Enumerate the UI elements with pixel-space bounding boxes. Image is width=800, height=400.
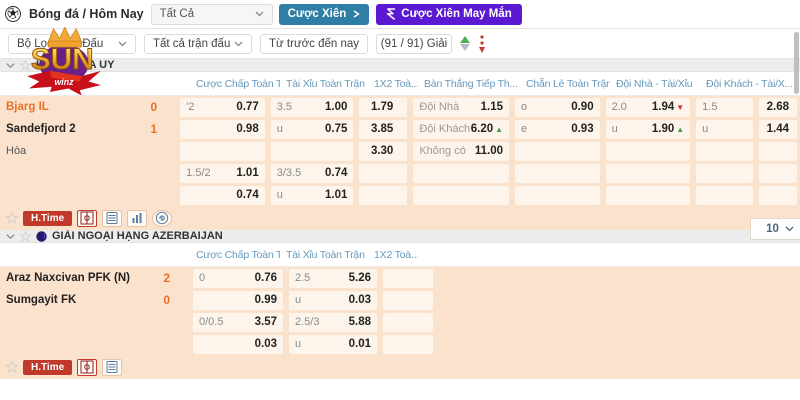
svg-text:$: $ xyxy=(161,216,164,222)
